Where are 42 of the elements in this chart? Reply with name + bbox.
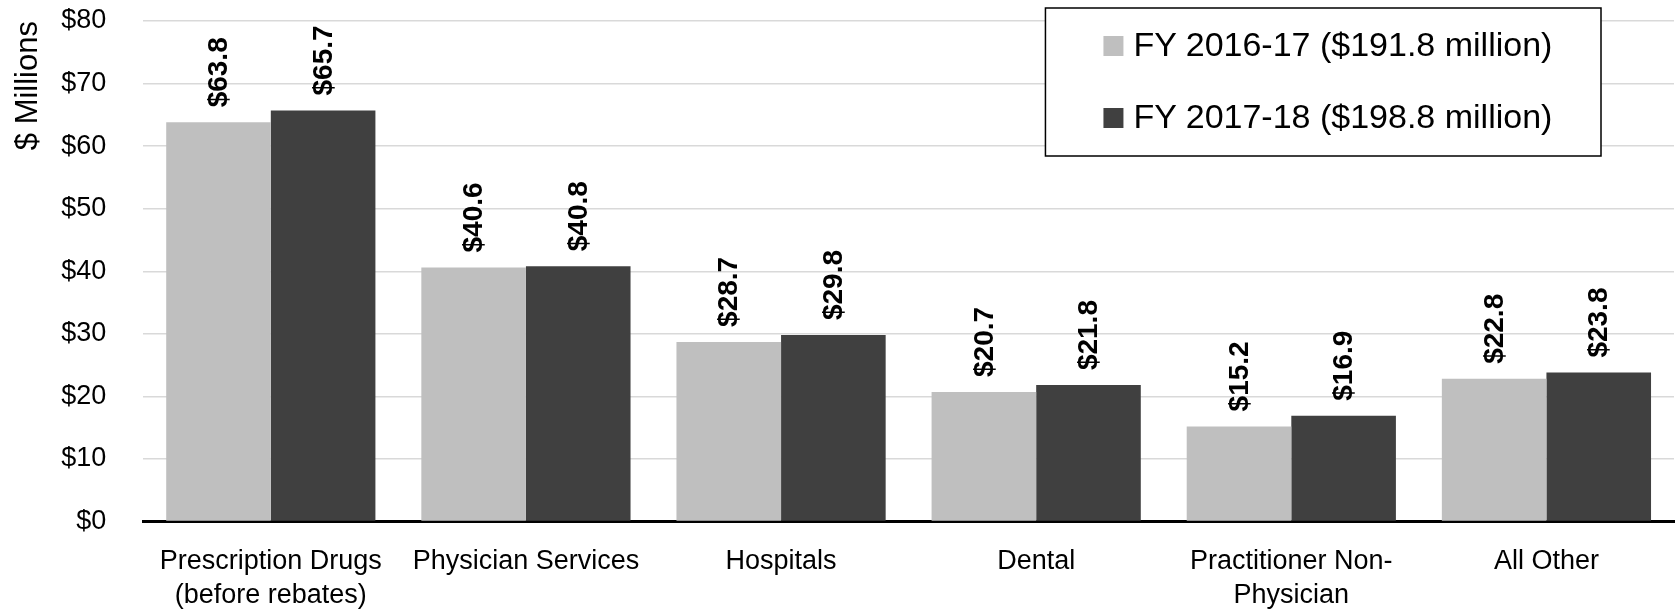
x-tick-label: Dental (997, 544, 1076, 575)
bar (1186, 426, 1292, 521)
data-label: $29.8 (817, 249, 849, 321)
y-axis-title: $ Millions (9, 21, 45, 151)
x-tick-label: Prescription Drugs (before rebates) (159, 544, 382, 609)
bar (676, 341, 782, 521)
bar (931, 392, 1037, 521)
bar (166, 122, 271, 521)
x-tick-label: All Other (1493, 544, 1599, 575)
data-label: $20.7 (967, 306, 999, 377)
x-tick-label: Hospitals (725, 544, 837, 575)
bar (421, 267, 526, 521)
data-label: $65.7 (306, 25, 338, 96)
data-label: $23.8 (1582, 287, 1614, 358)
bar (1546, 372, 1652, 521)
data-label: $63.8 (202, 37, 234, 108)
bar (525, 266, 631, 521)
bar (1036, 385, 1141, 521)
y-tick-label: $40 (61, 254, 107, 285)
data-label: $21.8 (1072, 300, 1104, 371)
x-tick-label: Physician Services (412, 544, 640, 575)
y-tick-label: $10 (61, 442, 107, 473)
data-label: $28.7 (712, 256, 744, 327)
y-tick-label: $70 (61, 67, 107, 98)
bar (1441, 378, 1547, 521)
data-label: $40.6 (457, 182, 489, 253)
y-tick-label: $20 (61, 379, 107, 410)
y-tick-label: $50 (61, 192, 107, 223)
y-tick-label: $0 (76, 504, 107, 535)
bar (1291, 415, 1396, 521)
data-label: $40.8 (561, 181, 593, 252)
legend-label: FY 2017-18 ($198.8 million) (1133, 97, 1553, 136)
bar (781, 335, 886, 521)
x-tick-label: Practitioner Non-Physician (1190, 544, 1393, 609)
data-label: $22.8 (1477, 293, 1509, 364)
legend-label: FY 2016-17 ($191.8 million) (1133, 25, 1553, 64)
data-label: $16.9 (1327, 330, 1359, 401)
data-label: $15.2 (1222, 341, 1254, 412)
y-tick-label: $80 (61, 4, 107, 35)
y-tick-label: $60 (61, 129, 107, 160)
y-tick-label: $30 (61, 317, 107, 348)
bar (270, 110, 376, 521)
